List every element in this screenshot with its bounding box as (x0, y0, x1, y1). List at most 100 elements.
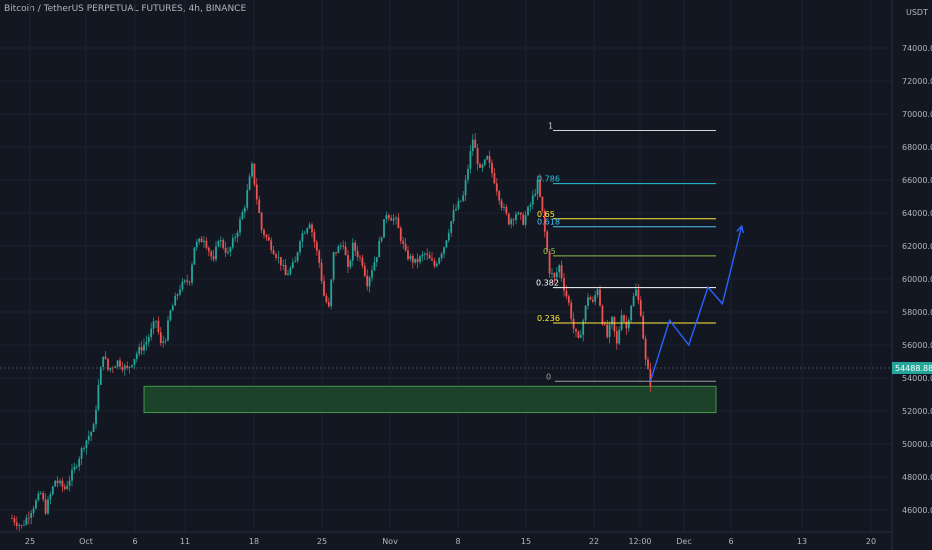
candle-body (54, 480, 57, 487)
candle-body (13, 518, 16, 523)
candle-body (140, 347, 143, 351)
y-tick-label: 60000.00 (902, 275, 932, 284)
candle-body (404, 243, 407, 251)
candle-body (517, 212, 520, 215)
candle-body (222, 240, 225, 248)
candle-body (491, 162, 493, 174)
candle-body (575, 328, 577, 332)
x-tick-label: 18 (249, 537, 259, 546)
candle-body (318, 250, 321, 263)
candle-body (371, 270, 373, 278)
candle-body (126, 365, 129, 368)
candle-body (548, 250, 551, 274)
candle-body (287, 273, 289, 276)
candle-body (630, 305, 633, 321)
candle-body (191, 264, 193, 283)
y-tick-label: 46000.00 (902, 506, 932, 515)
candle-body (426, 253, 429, 256)
candle-body (272, 250, 275, 255)
candle-body (330, 279, 333, 307)
candle-body (368, 277, 371, 287)
candle-body (625, 321, 628, 329)
candle-body (27, 517, 30, 519)
candle-body (66, 485, 69, 489)
x-tick-label: 20 (866, 537, 876, 546)
x-tick-label: 25 (25, 537, 35, 546)
candle-body (267, 237, 270, 241)
support-zone (143, 385, 717, 414)
y-tick-label: 48000.00 (902, 473, 932, 482)
x-tick-label: Nov (382, 537, 398, 546)
candle-body (397, 217, 400, 229)
fib-level-label: 0 (546, 372, 551, 381)
candle-body (390, 218, 393, 221)
candle-body (135, 353, 138, 359)
projection-arrowhead (736, 224, 745, 234)
candle-body (637, 289, 640, 301)
candle-body (632, 295, 635, 306)
fibonacci-retracement[interactable]: 1 0.786 0.650.618 0.5 0.382 0.236 0 (536, 122, 716, 382)
candle-body (152, 321, 155, 329)
candle-body (73, 466, 76, 470)
candle-body (145, 342, 148, 345)
candle-body (471, 139, 474, 152)
candle-body (275, 254, 277, 258)
x-tick-label: Dec (676, 537, 691, 546)
candle-body (387, 215, 390, 219)
candle-body (467, 168, 469, 180)
candle-body (510, 219, 513, 225)
candle-body (553, 273, 556, 278)
x-tick-label: 15 (521, 537, 531, 546)
time-axis[interactable]: 25 Oct 6 11 18 25 Nov 8 15 22 12:00 Dec 6 13 20 (0, 531, 892, 546)
candle-body (92, 424, 95, 432)
candle-body (337, 246, 340, 254)
y-tick-label: 62000.00 (902, 242, 932, 251)
x-tick-label: 25 (317, 537, 327, 546)
candle-body (210, 251, 213, 257)
candle-body (375, 257, 378, 263)
support-zone-box (143, 385, 717, 414)
candle-body (435, 263, 438, 267)
candle-body (363, 265, 366, 276)
candle-body (279, 256, 282, 266)
candle-body (311, 224, 313, 233)
x-tick-label: 13 (797, 537, 807, 546)
candle-body (416, 258, 419, 262)
price-axis[interactable]: USDT 74000.00 72000.00 70000.00 68000.00 660… (891, 0, 932, 550)
candle-body (176, 294, 179, 296)
candle-body (179, 289, 181, 295)
candle-body (534, 193, 537, 196)
candle-body (236, 232, 239, 238)
candle-body (37, 493, 40, 501)
candle-body (207, 247, 210, 252)
candle-body (524, 215, 527, 225)
y-tick-label: 72000.00 (902, 77, 932, 86)
candle-body (325, 295, 328, 303)
candle-body (246, 190, 249, 208)
candle-body (599, 289, 601, 306)
candle-body (56, 480, 59, 484)
candle-body (587, 297, 589, 306)
candle-body (495, 183, 498, 192)
candle-body (627, 320, 630, 329)
candle-body (567, 296, 570, 303)
fib-level-label: 0.382 (536, 279, 559, 288)
candle-body (11, 518, 13, 520)
y-tick-label: 70000.00 (902, 110, 932, 119)
projection-path (649, 224, 745, 382)
candle-body (109, 367, 112, 370)
candle-body (457, 201, 460, 209)
candle-body (104, 356, 107, 359)
candle-body (563, 278, 565, 291)
candle-body (224, 247, 227, 253)
candle-body (203, 240, 205, 243)
x-tick-label: 22 (589, 537, 599, 546)
candle-body (63, 486, 66, 489)
candle-body (157, 320, 160, 333)
candle-body (227, 251, 229, 253)
y-tick-label: 74000.00 (902, 44, 932, 53)
candle-body (606, 324, 609, 337)
candle-body (551, 273, 553, 274)
candle-body (522, 214, 525, 225)
